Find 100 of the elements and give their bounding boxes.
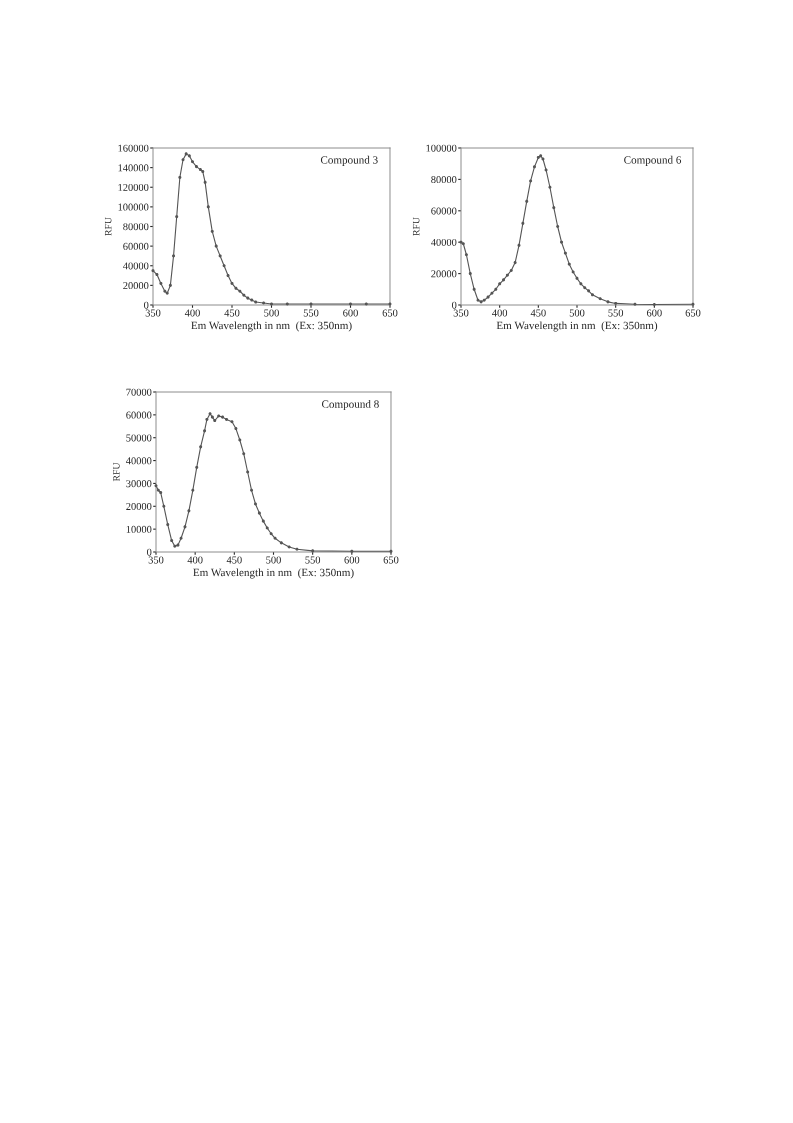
point <box>505 273 509 277</box>
x-tick-label: 500 <box>264 309 279 317</box>
point <box>201 170 205 174</box>
point <box>253 502 258 506</box>
point <box>187 509 191 513</box>
y-axis-title: RFU <box>412 217 420 236</box>
x-tick-label: 450 <box>224 309 240 317</box>
point <box>262 301 266 305</box>
point <box>159 491 163 495</box>
point <box>198 168 202 172</box>
point <box>234 427 238 431</box>
x-tick-label: 550 <box>303 309 319 317</box>
point <box>199 445 203 449</box>
point <box>560 240 564 244</box>
point <box>234 286 238 290</box>
point <box>194 165 198 169</box>
point <box>238 289 242 293</box>
y-tick-label: 20000 <box>431 270 457 278</box>
point <box>214 244 218 248</box>
point <box>250 298 254 302</box>
annotation: Compound 6 <box>624 155 682 166</box>
point <box>521 221 525 225</box>
point <box>217 414 221 418</box>
y-tick-label: 140000 <box>118 164 149 172</box>
point <box>556 224 560 229</box>
y-tick-label: 80000 <box>123 223 149 231</box>
x-tick-label: 400 <box>492 309 508 317</box>
y-tick-label: 70000 <box>126 388 152 396</box>
point <box>222 264 226 268</box>
x-tick-label: 650 <box>685 309 701 317</box>
point <box>261 519 265 523</box>
x-tick-label: 450 <box>530 309 546 317</box>
point <box>230 281 234 285</box>
point <box>246 296 250 300</box>
y-tick-label: 60000 <box>123 242 149 250</box>
point <box>509 268 513 272</box>
point <box>162 504 166 508</box>
point <box>175 215 179 219</box>
point <box>159 281 163 285</box>
point <box>529 179 533 183</box>
point <box>590 293 594 297</box>
y-axis-title: RFU <box>104 217 112 236</box>
point <box>195 465 199 469</box>
point <box>498 282 502 286</box>
x-tick-label: 500 <box>569 309 585 317</box>
point <box>210 415 214 419</box>
x-tick-label: 550 <box>305 556 321 564</box>
y-tick-label: 0 <box>452 301 457 309</box>
point <box>606 300 610 304</box>
point <box>156 488 160 492</box>
y-tick-label: 20000 <box>123 282 149 290</box>
y-tick-label: 100000 <box>118 203 149 211</box>
point <box>502 278 506 282</box>
point <box>246 470 250 474</box>
point <box>552 206 556 210</box>
y-tick-label: 0 <box>147 548 152 556</box>
point <box>525 199 529 203</box>
point <box>230 420 234 424</box>
point <box>176 543 180 547</box>
point <box>221 415 225 419</box>
x-tick-label: 550 <box>608 309 624 317</box>
point <box>486 295 490 299</box>
x-tick-label: 650 <box>383 556 399 564</box>
x-tick-label: 350 <box>148 556 164 564</box>
x-tick-label: 400 <box>184 309 200 317</box>
x-axis-title: Em Wavelength in nm (Ex: 350nm) <box>191 321 352 332</box>
point <box>513 261 517 265</box>
y-tick-label: 30000 <box>126 480 152 488</box>
point <box>173 544 177 548</box>
point <box>269 532 273 536</box>
point <box>472 287 476 291</box>
point <box>482 298 486 302</box>
point <box>242 293 246 297</box>
point <box>563 251 567 255</box>
point <box>184 152 188 156</box>
y-tick-label: 10000 <box>126 525 152 533</box>
point <box>178 175 182 179</box>
point <box>614 301 618 305</box>
y-tick-label: 100000 <box>426 144 457 152</box>
point <box>166 523 170 527</box>
point <box>468 272 472 276</box>
point <box>567 262 571 266</box>
point <box>273 536 277 540</box>
point <box>532 165 536 169</box>
point <box>151 269 155 273</box>
point <box>218 254 222 258</box>
point <box>203 429 207 433</box>
y-tick-label: 40000 <box>126 457 152 465</box>
point <box>464 253 468 257</box>
point <box>205 417 209 421</box>
y-tick-label: 160000 <box>118 144 149 152</box>
y-tick-label: 60000 <box>431 207 457 215</box>
point <box>170 539 174 543</box>
point <box>155 273 159 277</box>
point <box>206 205 210 209</box>
x-tick-label: 500 <box>266 556 281 564</box>
y-tick-label: 80000 <box>431 176 457 184</box>
y-tick-label: 120000 <box>118 183 149 191</box>
x-axis-title: Em Wavelength in nm (Ex: 350nm) <box>496 321 658 332</box>
point <box>254 300 258 304</box>
